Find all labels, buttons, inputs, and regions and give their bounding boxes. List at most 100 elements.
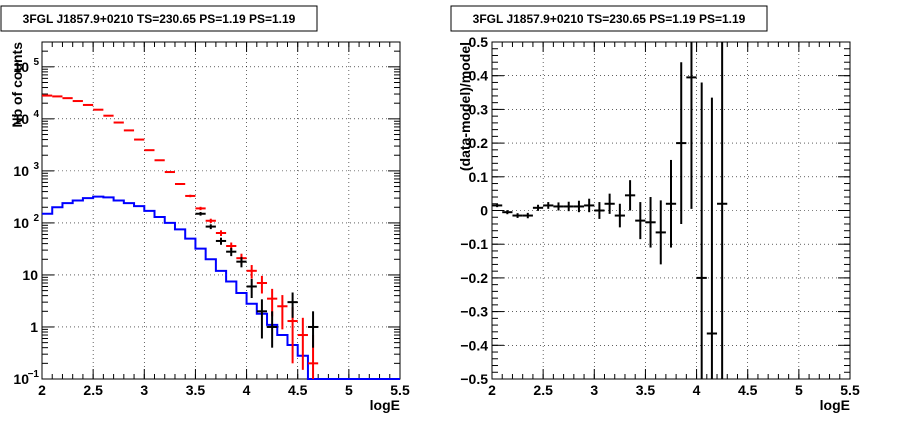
counts-title-box [0,5,318,32]
data-point [624,180,636,211]
y-tick-label: 0.3 [469,101,489,117]
y-tick-label: −0.5 [460,371,488,387]
data-point [195,206,206,211]
y-tick-label: −0.2 [460,270,488,286]
data-point [696,82,707,379]
data-point [134,138,145,141]
residual-series [492,42,728,379]
y-tick-exponent: 3 [33,161,39,172]
y-tick-label: −0.4 [460,337,488,353]
data-point [195,212,206,216]
x-tick-label: 3 [140,382,148,398]
data-point [307,311,319,348]
y-tick-label: 0 [480,203,488,219]
y-tick-label: −0.3 [460,304,488,320]
x-tick-label: 4.5 [738,382,758,398]
data-point [584,198,595,213]
counts-title: 3FGL J1857.9+0210 TS=230.65 PS=1.19 PS=1… [23,12,296,26]
residual-title-box [450,5,768,32]
data-point [215,230,227,237]
data-point [297,317,308,370]
data-point [543,202,554,209]
counts-plot-frame [41,41,401,380]
data-point [686,42,697,209]
y-tick-label: 10 [13,111,29,127]
y-tick-label: 10 [13,59,29,75]
data-point [665,159,677,248]
data-point [123,129,135,132]
data-point [655,200,666,265]
data-point [256,275,268,294]
counts-y-axis-label: Nb of counts [9,42,25,128]
data-point [287,292,298,318]
data-point [205,218,216,224]
data-point [563,201,574,212]
residual-title: 3FGL J1857.9+0210 TS=230.65 PS=1.19 PS=1… [473,12,746,26]
y-tick-label: 0.4 [469,68,489,84]
data-point [522,212,533,219]
data-point [246,265,257,279]
x-tick-label: 5.5 [840,382,860,398]
data-point [154,159,165,162]
data-point [502,210,513,215]
x-tick-label: 3 [590,382,598,398]
x-tick-label: 4 [243,382,251,398]
y-tick-label: 0.5 [469,34,489,50]
data-point [492,203,503,208]
data-point [215,237,227,245]
data-point [174,182,186,185]
residual-grid [491,41,851,380]
data-point [553,202,564,211]
x-tick-label: 4.5 [288,382,308,398]
x-tick-label: 3.5 [636,382,656,398]
data-point [246,278,257,299]
counts-x-axis-label: logE [370,397,400,413]
x-tick-label: 2 [38,382,46,398]
y-tick-exponent: 2 [33,213,39,224]
x-tick-label: 5 [345,382,353,398]
data-point [164,171,175,174]
data-point [205,224,216,230]
y-tick-label: −0.1 [460,236,488,252]
data-point [226,247,237,257]
data-point [635,202,646,240]
x-tick-label: 4 [693,382,701,398]
residual-panel: 2 2.5 3 3.5 4 4.5 5 5.5 −0.5 −0.4 −0.3 −0.2 −0.1 0 0.1… [450,5,860,413]
data-point [532,204,544,211]
data-point [604,193,615,214]
y-tick-label: 0.2 [469,135,489,151]
data-point [236,257,247,268]
data-point [113,121,124,124]
y-tick-label: 10 [13,163,29,179]
x-tick-label: 5 [795,382,803,398]
data-point [185,194,196,198]
data-point [717,42,728,379]
x-tick-label: 2.5 [533,382,553,398]
y-tick-label: 0.1 [469,169,489,185]
data-point [614,203,625,228]
x-tick-label: 3.5 [186,382,206,398]
y-tick-label: 10 [22,267,38,283]
residual-x-axis-label: logE [820,397,850,413]
residual-y-axis-label: (data-model)/model [457,42,473,171]
data-point [512,213,523,218]
y-tick-exponent: 4 [33,109,39,120]
data-point [144,149,155,152]
data-point [676,62,687,224]
data-point [594,202,605,219]
x-tick-label: 5.5 [390,382,410,398]
y-tick-label: 1 [30,319,38,335]
y-tick-label: 10 [13,215,29,231]
y-tick-label: 10 [13,371,29,387]
data-point [706,97,718,379]
y-tick-exponent: 5 [33,57,39,68]
model-step-line [42,195,400,380]
data-point [573,200,585,213]
data-point [256,299,268,339]
x-tick-label: 2.5 [83,382,103,398]
y-tick-exponent: −1 [28,369,40,380]
residual-ticks: 2 2.5 3 3.5 4 4.5 5 5.5 −0.5 −0.4 −0.3 −0.2 −0.1 0 0.1… [460,34,860,398]
